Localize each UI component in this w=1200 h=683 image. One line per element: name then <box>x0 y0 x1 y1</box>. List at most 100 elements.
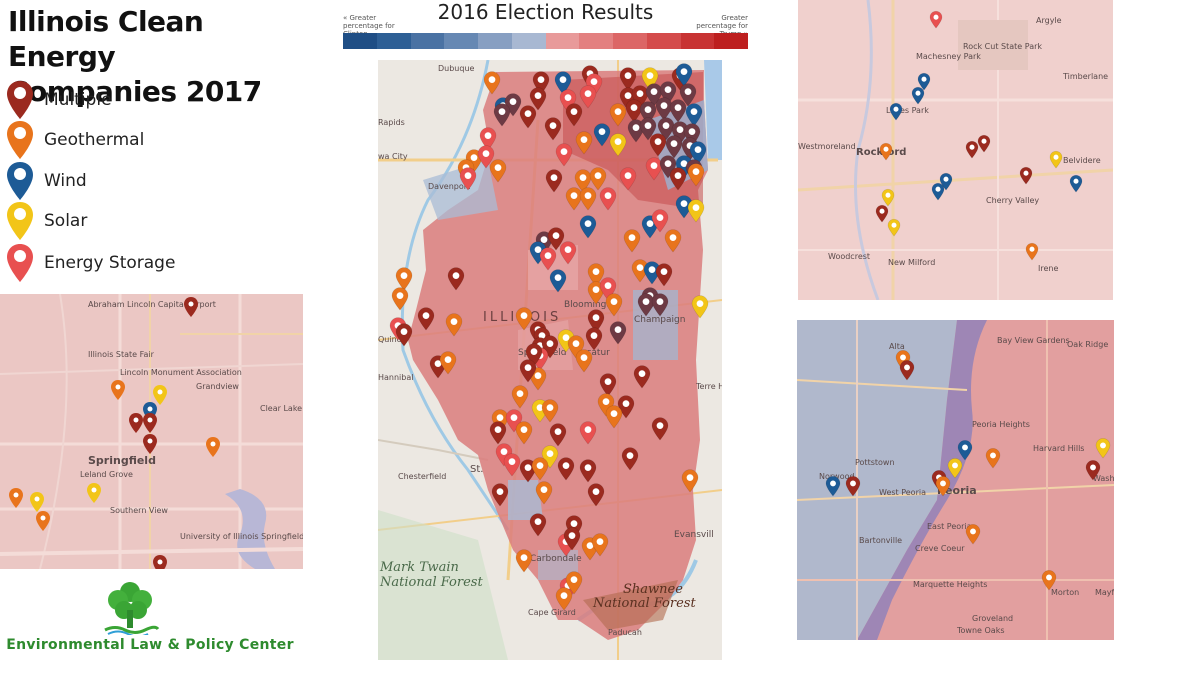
marker-multiple-icon[interactable] <box>639 101 657 125</box>
marker-multiple-icon[interactable] <box>544 117 562 141</box>
marker-geothermal-icon[interactable] <box>664 229 682 253</box>
marker-geothermal-icon[interactable] <box>515 421 533 445</box>
marker-geothermal-icon[interactable] <box>574 169 592 193</box>
marker-storage-icon[interactable] <box>477 145 495 169</box>
marker-storage-icon[interactable] <box>579 421 597 445</box>
marker-storage-icon[interactable] <box>645 157 663 181</box>
marker-multiple-icon[interactable] <box>519 105 537 129</box>
marker-geothermal-icon[interactable] <box>605 405 623 429</box>
marker-multiple-icon[interactable] <box>417 307 435 331</box>
marker-solar-icon[interactable] <box>887 218 901 237</box>
marker-solar-icon[interactable] <box>881 188 895 207</box>
marker-multiple-icon[interactable] <box>587 483 605 507</box>
rockford-inset-map[interactable]: Machesney Park Rock Cut State Park Argyl… <box>798 0 1113 300</box>
marker-wind-icon[interactable] <box>579 215 597 239</box>
peoria-inset-map[interactable]: Bay View Gardens Oak Ridge Alta Peoria H… <box>797 320 1114 640</box>
marker-multiple-icon[interactable] <box>621 447 639 471</box>
marker-multiple-icon[interactable] <box>447 267 465 291</box>
marker-wind-icon[interactable] <box>685 103 703 127</box>
marker-wind-icon[interactable] <box>825 476 841 497</box>
marker-multiple-icon[interactable] <box>617 395 635 419</box>
marker-solar-icon[interactable] <box>609 133 627 157</box>
marker-wind-icon[interactable] <box>689 141 707 165</box>
marker-storage-icon[interactable] <box>503 453 521 477</box>
marker-geothermal-icon[interactable] <box>535 481 553 505</box>
marker-multiple-icon[interactable] <box>565 103 583 127</box>
marker-geothermal-icon[interactable] <box>579 187 597 211</box>
marker-multiple-icon[interactable] <box>651 293 669 317</box>
marker-geothermal-icon[interactable] <box>935 476 951 497</box>
marker-geothermal-icon[interactable] <box>511 385 529 409</box>
marker-solar-icon[interactable] <box>687 199 705 223</box>
marker-solar-icon[interactable] <box>691 295 709 319</box>
marker-multiple-icon[interactable] <box>609 321 627 345</box>
marker-geothermal-icon[interactable] <box>687 163 705 187</box>
marker-multiple-icon[interactable] <box>547 227 565 251</box>
marker-geothermal-icon[interactable] <box>439 351 457 375</box>
marker-multiple-icon[interactable] <box>845 476 861 497</box>
marker-multiple-icon[interactable] <box>899 360 915 381</box>
marker-multiple-icon[interactable] <box>519 359 537 383</box>
marker-multiple-icon[interactable] <box>587 309 605 333</box>
marker-wind-icon[interactable] <box>917 72 931 91</box>
marker-multiple-icon[interactable] <box>1085 460 1101 481</box>
marker-multiple-icon[interactable] <box>489 421 507 445</box>
marker-multiple-icon[interactable] <box>1019 166 1033 185</box>
marker-multiple-icon[interactable] <box>651 417 669 441</box>
marker-multiple-icon[interactable] <box>395 323 413 347</box>
marker-storage-icon[interactable] <box>651 209 669 233</box>
marker-multiple-icon[interactable] <box>657 117 675 141</box>
marker-multiple-icon[interactable] <box>649 133 667 157</box>
marker-wind-icon[interactable] <box>675 195 693 219</box>
marker-geothermal-icon[interactable] <box>985 448 1001 469</box>
marker-wind-icon[interactable] <box>957 440 973 461</box>
marker-wind-icon[interactable] <box>889 102 903 121</box>
marker-multiple-icon[interactable] <box>491 483 509 507</box>
marker-multiple-icon[interactable] <box>965 140 979 159</box>
marker-multiple-icon[interactable] <box>977 134 991 153</box>
marker-multiple-icon[interactable] <box>655 263 673 287</box>
marker-multiple-icon[interactable] <box>563 527 581 551</box>
marker-solar-icon[interactable] <box>1049 150 1063 169</box>
marker-multiple-icon[interactable] <box>557 457 575 481</box>
marker-storage-icon[interactable] <box>599 187 617 211</box>
marker-storage-icon[interactable] <box>539 247 557 271</box>
marker-multiple-icon[interactable] <box>585 327 603 351</box>
marker-geothermal-icon[interactable] <box>631 259 649 283</box>
marker-solar-icon[interactable] <box>1095 438 1111 459</box>
marker-geothermal-icon[interactable] <box>591 533 609 557</box>
marker-geothermal-icon[interactable] <box>575 131 593 155</box>
marker-geothermal-icon[interactable] <box>623 229 641 253</box>
marker-storage-icon[interactable] <box>479 127 497 151</box>
marker-multiple-icon[interactable] <box>545 169 563 193</box>
marker-multiple-icon[interactable] <box>519 459 537 483</box>
marker-geothermal-icon[interactable] <box>483 71 501 95</box>
marker-wind-icon[interactable] <box>593 123 611 147</box>
marker-geothermal-icon[interactable] <box>489 159 507 183</box>
marker-multiple-icon[interactable] <box>669 167 687 191</box>
marker-multiple-icon[interactable] <box>529 87 547 111</box>
marker-multiple-icon[interactable] <box>619 67 637 91</box>
marker-wind-icon[interactable] <box>911 86 925 105</box>
marker-geothermal-icon[interactable] <box>1025 242 1039 261</box>
marker-wind-icon[interactable] <box>554 71 572 95</box>
marker-multiple-icon[interactable] <box>599 373 617 397</box>
marker-geothermal-icon[interactable] <box>515 549 533 573</box>
marker-geothermal-icon[interactable] <box>681 469 699 493</box>
marker-solar-icon[interactable] <box>947 458 963 479</box>
marker-geothermal-icon[interactable] <box>395 267 413 291</box>
marker-multiple-icon[interactable] <box>529 513 547 537</box>
marker-geothermal-icon[interactable] <box>589 167 607 191</box>
marker-storage-icon[interactable] <box>559 241 577 265</box>
marker-geothermal-icon[interactable] <box>565 571 583 595</box>
marker-geothermal-icon[interactable] <box>515 307 533 331</box>
marker-multiple-icon[interactable] <box>655 97 673 121</box>
marker-wind-icon[interactable] <box>939 172 953 191</box>
marker-geothermal-icon[interactable] <box>541 399 559 423</box>
marker-multiple-icon[interactable] <box>549 423 567 447</box>
marker-multiple-icon[interactable] <box>669 99 687 123</box>
marker-geothermal-icon[interactable] <box>555 587 573 611</box>
marker-storage-icon[interactable] <box>459 167 477 191</box>
marker-wind-icon[interactable] <box>675 63 693 87</box>
marker-wind-icon[interactable] <box>931 182 945 201</box>
